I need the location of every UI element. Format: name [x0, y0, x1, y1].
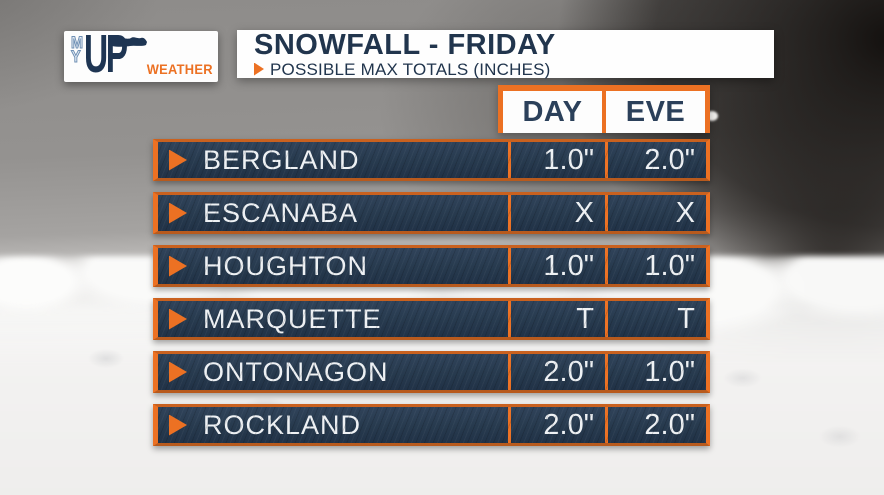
- table-row: ROCKLAND 2.0" 2.0": [153, 404, 710, 446]
- table-row: BERGLAND 1.0" 2.0": [153, 139, 710, 181]
- subtitle-bullet-icon: [254, 62, 264, 76]
- row-bullet-icon: [169, 414, 187, 436]
- subtitle-row: POSSIBLE MAX TOTALS (INCHES): [254, 61, 774, 78]
- city-label: ROCKLAND: [203, 409, 362, 440]
- column-header-day: DAY: [503, 91, 602, 133]
- table-row: HOUGHTON 1.0" 1.0": [153, 245, 710, 287]
- upper-peninsula-icon: [109, 37, 147, 47]
- row-bullet-icon: [169, 255, 187, 277]
- eve-value: X: [605, 195, 706, 231]
- row-bullet-icon: [169, 149, 187, 171]
- logo-weather-text: WEATHER: [146, 61, 213, 77]
- eve-value: T: [605, 301, 706, 337]
- logo-my-text: MY: [71, 33, 84, 66]
- city-label: ONTONAGON: [203, 356, 389, 387]
- graphic-subtitle: POSSIBLE MAX TOTALS (INCHES): [270, 59, 551, 79]
- day-value: 2.0": [508, 354, 605, 390]
- eve-value: 2.0": [605, 407, 706, 443]
- eve-value: 1.0": [605, 248, 706, 284]
- graphic-title: SNOWFALL - FRIDAY: [254, 28, 556, 61]
- forecast-table: BERGLAND 1.0" 2.0" ESCANABA X X HOUGHTON…: [153, 139, 710, 446]
- day-value: X: [508, 195, 605, 231]
- row-bullet-icon: [169, 202, 187, 224]
- day-value: 1.0": [508, 142, 605, 178]
- day-value: 2.0": [508, 407, 605, 443]
- row-bullet-icon: [169, 361, 187, 383]
- table-row: ESCANABA X X: [153, 192, 710, 234]
- table-row: MARQUETTE T T: [153, 298, 710, 340]
- logo-up-text: UP: [84, 24, 128, 84]
- city-label: ESCANABA: [203, 197, 359, 228]
- city-label: MARQUETTE: [203, 303, 382, 334]
- day-value: T: [508, 301, 605, 337]
- snow-speck: [706, 111, 718, 121]
- title-bar: SNOWFALL - FRIDAY POSSIBLE MAX TOTALS (I…: [237, 30, 774, 78]
- city-label: BERGLAND: [203, 144, 360, 175]
- eve-value: 1.0": [605, 354, 706, 390]
- column-header-eve: EVE: [606, 91, 705, 133]
- row-bullet-icon: [169, 308, 187, 330]
- table-row: ONTONAGON 2.0" 1.0": [153, 351, 710, 393]
- column-headers: DAY EVE: [498, 85, 710, 133]
- logo: MY UP WEATHER: [64, 24, 218, 84]
- day-value: 1.0": [508, 248, 605, 284]
- eve-value: 2.0": [605, 142, 706, 178]
- city-label: HOUGHTON: [203, 250, 369, 281]
